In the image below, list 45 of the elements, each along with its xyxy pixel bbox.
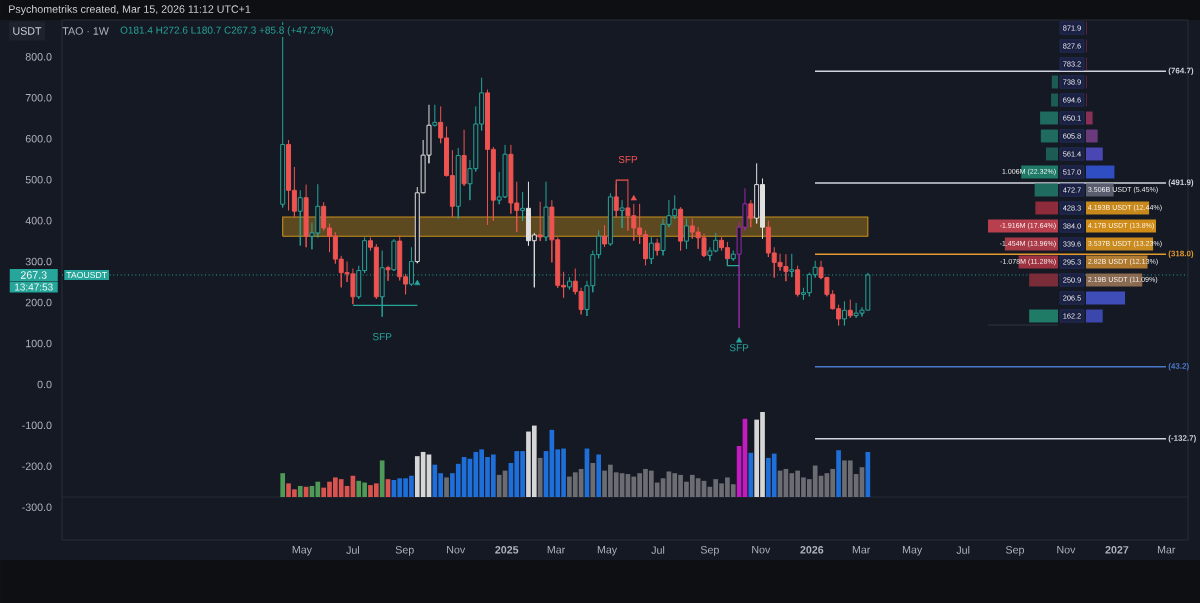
y-tick-label: 500.0 xyxy=(25,175,52,184)
x-tick-label: 2027 xyxy=(1105,546,1129,554)
ref-line-label: (764.7) xyxy=(1168,67,1194,76)
x-tick-label: Nov xyxy=(1057,546,1076,554)
annotation: SFP xyxy=(372,333,392,341)
ref-line-label: (491.9) xyxy=(1168,179,1194,187)
x-tick-label: Sep xyxy=(1005,546,1024,556)
x-tick-label: 2025 xyxy=(495,546,519,554)
y-tick-label: 800.0 xyxy=(25,53,52,61)
y-tick-label: 200.0 xyxy=(25,298,52,307)
x-tick-label: Jul xyxy=(651,546,665,554)
ref-line-label: TAOUSDT xyxy=(66,271,107,279)
x-tick-label: May xyxy=(902,546,923,556)
y-tick-label: -200.0 xyxy=(22,462,52,471)
x-tick-label: Mar xyxy=(1157,546,1176,554)
text: 267.3 xyxy=(20,271,47,279)
text: 13:47:53 xyxy=(15,283,53,291)
x-tick-label: May xyxy=(292,546,312,556)
x-tick-label: Nov xyxy=(752,546,771,554)
y-axis-title: USDT xyxy=(13,27,42,35)
ref-line-label: (43.2) xyxy=(1168,362,1189,371)
x-tick-label: Mar xyxy=(547,546,566,554)
text: Psychometriks created, Mar 15, 2026 11:12 UTC+1 xyxy=(9,5,251,15)
annotation: O181.4 H272.6 L180.7 C267.3 +85.8 (+47.27%) xyxy=(120,26,333,36)
y-tick-label: 300.0 xyxy=(25,257,52,266)
y-tick-label: -300.0 xyxy=(22,503,52,512)
x-tick-label: May xyxy=(597,546,618,556)
x-tick-label: Mar xyxy=(852,546,871,554)
y-tick-label: 700.0 xyxy=(25,94,52,102)
y-tick-label: -100.0 xyxy=(22,421,52,430)
text: TAO · 1W xyxy=(62,27,109,35)
x-tick-label: Sep xyxy=(395,546,414,556)
ref-line-label: (318.0) xyxy=(1168,250,1194,258)
x-tick-label: Sep xyxy=(700,546,719,556)
x-tick-label: Jul xyxy=(346,546,360,554)
y-tick-label: 600.0 xyxy=(25,134,52,143)
ref-line-label: (-132.7) xyxy=(1168,434,1196,443)
annotation: SFP xyxy=(618,155,638,164)
x-tick-label: 2026 xyxy=(800,546,824,554)
x-tick-label: Nov xyxy=(447,546,466,554)
y-tick-label: 0.0 xyxy=(37,380,52,389)
annotation: SFP xyxy=(729,344,749,352)
y-tick-label: 100.0 xyxy=(26,339,52,348)
x-tick-label: Jul xyxy=(956,546,970,554)
y-tick-label: 400.0 xyxy=(25,216,52,225)
